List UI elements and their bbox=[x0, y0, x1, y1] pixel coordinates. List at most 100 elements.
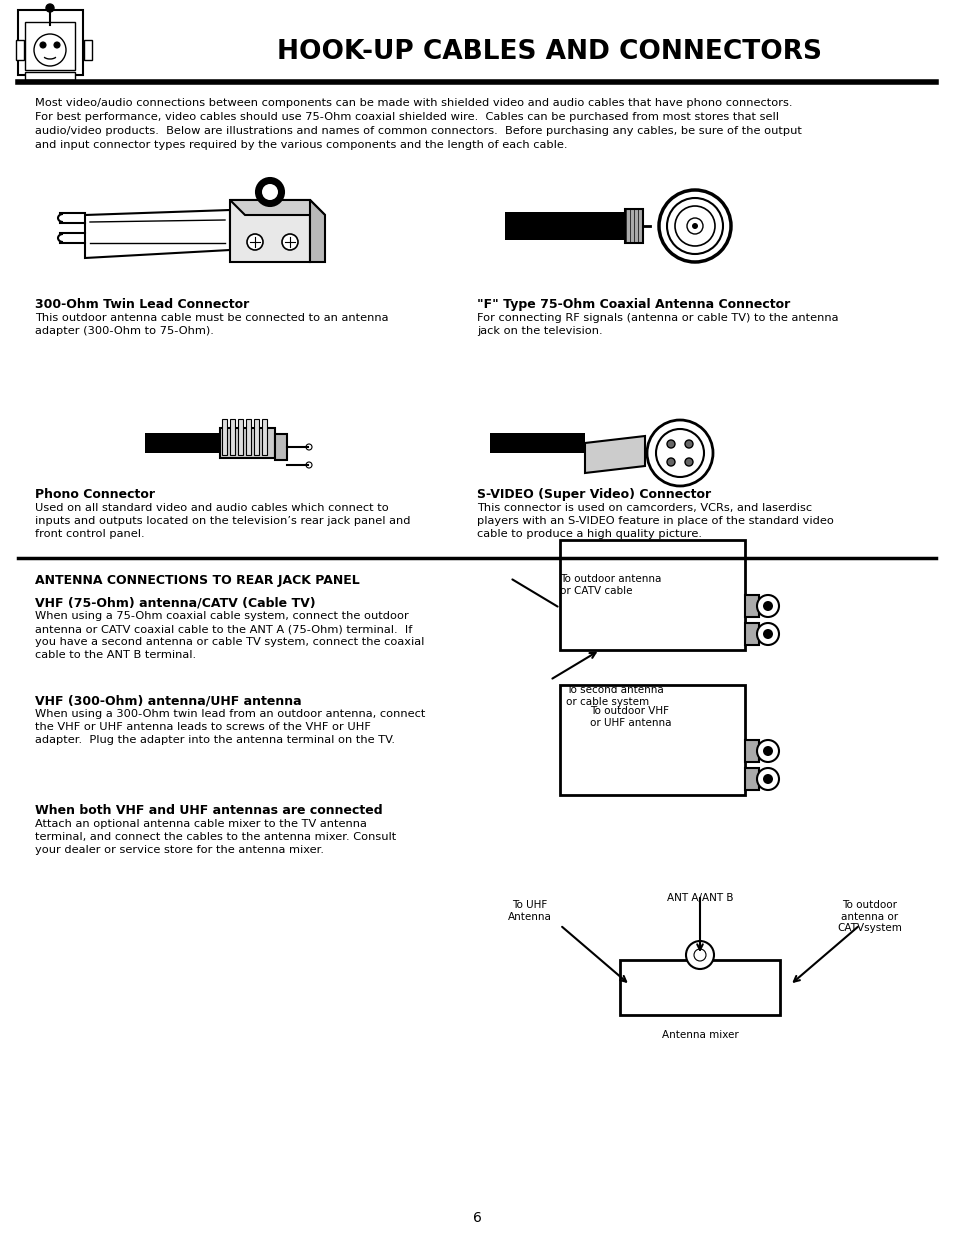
Bar bbox=[246, 419, 251, 454]
Text: When using a 75-Ohm coaxial cable system, connect the outdoor: When using a 75-Ohm coaxial cable system… bbox=[35, 611, 408, 621]
Bar bbox=[262, 419, 267, 454]
Circle shape bbox=[656, 429, 703, 477]
Circle shape bbox=[757, 622, 779, 645]
Text: front control panel.: front control panel. bbox=[35, 529, 145, 538]
Circle shape bbox=[54, 42, 60, 48]
Text: This outdoor antenna cable must be connected to an antenna: This outdoor antenna cable must be conne… bbox=[35, 312, 388, 324]
Text: To outdoor VHF
or UHF antenna: To outdoor VHF or UHF antenna bbox=[589, 706, 671, 727]
Text: For connecting RF signals (antenna or cable TV) to the antenna: For connecting RF signals (antenna or ca… bbox=[476, 312, 838, 324]
Text: players with an S-VIDEO feature in place of the standard video: players with an S-VIDEO feature in place… bbox=[476, 516, 833, 526]
Text: and input connector types required by the various components and the length of e: and input connector types required by th… bbox=[35, 140, 567, 149]
Circle shape bbox=[306, 462, 312, 468]
Bar bbox=[25, 22, 75, 70]
Circle shape bbox=[666, 440, 675, 448]
Text: HOOK-UP CABLES AND CONNECTORS: HOOK-UP CABLES AND CONNECTORS bbox=[277, 40, 821, 65]
Polygon shape bbox=[85, 210, 230, 258]
Circle shape bbox=[762, 601, 772, 611]
Text: ANT A/ANT B: ANT A/ANT B bbox=[666, 893, 733, 903]
Circle shape bbox=[306, 445, 312, 450]
Text: ANTENNA CONNECTIONS TO REAR JACK PANEL: ANTENNA CONNECTIONS TO REAR JACK PANEL bbox=[35, 574, 359, 587]
Circle shape bbox=[684, 440, 692, 448]
Circle shape bbox=[757, 595, 779, 618]
Circle shape bbox=[686, 219, 702, 233]
Bar bbox=[18, 10, 83, 75]
Text: VHF (75-Ohm) antenna/CATV (Cable TV): VHF (75-Ohm) antenna/CATV (Cable TV) bbox=[35, 597, 315, 609]
Bar bbox=[559, 540, 744, 650]
Circle shape bbox=[666, 198, 722, 254]
Bar bbox=[744, 740, 759, 762]
Bar bbox=[230, 419, 234, 454]
Bar bbox=[274, 433, 287, 459]
Bar bbox=[744, 768, 759, 790]
Bar bbox=[237, 419, 243, 454]
Text: Antenna mixer: Antenna mixer bbox=[661, 1030, 738, 1040]
Bar bbox=[230, 200, 310, 262]
Text: 300-Ohm Twin Lead Connector: 300-Ohm Twin Lead Connector bbox=[35, 298, 249, 311]
Text: inputs and outputs located on the television’s rear jack panel and: inputs and outputs located on the televi… bbox=[35, 516, 410, 526]
Text: "F" Type 75-Ohm Coaxial Antenna Connector: "F" Type 75-Ohm Coaxial Antenna Connecto… bbox=[476, 298, 789, 311]
Text: For best performance, video cables should use 75-Ohm coaxial shielded wire.  Cab: For best performance, video cables shoul… bbox=[35, 112, 779, 122]
Circle shape bbox=[691, 224, 698, 228]
Circle shape bbox=[757, 768, 779, 790]
Text: When using a 300-Ohm twin lead from an outdoor antenna, connect: When using a 300-Ohm twin lead from an o… bbox=[35, 709, 425, 719]
Circle shape bbox=[34, 35, 66, 65]
Text: adapter (300-Ohm to 75-Ohm).: adapter (300-Ohm to 75-Ohm). bbox=[35, 326, 213, 336]
Text: jack on the television.: jack on the television. bbox=[476, 326, 602, 336]
Polygon shape bbox=[310, 200, 325, 262]
Circle shape bbox=[255, 178, 284, 206]
Circle shape bbox=[757, 740, 779, 762]
Bar bbox=[504, 212, 624, 240]
Circle shape bbox=[666, 458, 675, 466]
Bar bbox=[619, 960, 780, 1015]
Bar bbox=[490, 433, 584, 453]
Bar bbox=[16, 40, 24, 61]
Bar bbox=[145, 433, 220, 453]
Bar bbox=[222, 419, 227, 454]
Text: When both VHF and UHF antennas are connected: When both VHF and UHF antennas are conne… bbox=[35, 804, 382, 818]
Text: Phono Connector: Phono Connector bbox=[35, 488, 154, 501]
Text: terminal, and connect the cables to the antenna mixer. Consult: terminal, and connect the cables to the … bbox=[35, 832, 395, 842]
Bar bbox=[559, 685, 744, 795]
Text: Used on all standard video and audio cables which connect to: Used on all standard video and audio cab… bbox=[35, 503, 388, 513]
Bar bbox=[744, 622, 759, 645]
Bar bbox=[220, 429, 274, 458]
Circle shape bbox=[247, 233, 263, 249]
Text: antenna or CATV coaxial cable to the ANT A (75-Ohm) terminal.  If: antenna or CATV coaxial cable to the ANT… bbox=[35, 624, 412, 634]
Text: adapter.  Plug the adapter into the antenna terminal on the TV.: adapter. Plug the adapter into the anten… bbox=[35, 735, 395, 745]
Circle shape bbox=[762, 629, 772, 638]
Circle shape bbox=[40, 42, 46, 48]
Circle shape bbox=[46, 4, 54, 12]
Text: To outdoor
antenna or
CATVsystem: To outdoor antenna or CATVsystem bbox=[837, 900, 902, 934]
Text: you have a second antenna or cable TV system, connect the coaxial: you have a second antenna or cable TV sy… bbox=[35, 637, 424, 647]
Text: Most video/audio connections between components can be made with shielded video : Most video/audio connections between com… bbox=[35, 98, 792, 107]
Bar bbox=[253, 419, 258, 454]
Text: cable to the ANT B terminal.: cable to the ANT B terminal. bbox=[35, 650, 196, 659]
Text: the VHF or UHF antenna leads to screws of the VHF or UHF: the VHF or UHF antenna leads to screws o… bbox=[35, 722, 371, 732]
Text: your dealer or service store for the antenna mixer.: your dealer or service store for the ant… bbox=[35, 845, 324, 855]
Circle shape bbox=[762, 774, 772, 784]
Text: Attach an optional antenna cable mixer to the TV antenna: Attach an optional antenna cable mixer t… bbox=[35, 819, 367, 829]
Circle shape bbox=[646, 420, 712, 487]
Circle shape bbox=[684, 458, 692, 466]
Text: 6: 6 bbox=[472, 1212, 481, 1225]
Circle shape bbox=[693, 948, 705, 961]
Text: To UHF
Antenna: To UHF Antenna bbox=[508, 900, 552, 921]
Circle shape bbox=[762, 746, 772, 756]
Circle shape bbox=[262, 184, 277, 200]
Circle shape bbox=[675, 206, 714, 246]
Bar bbox=[624, 209, 642, 243]
Bar bbox=[84, 40, 91, 61]
Polygon shape bbox=[230, 200, 325, 215]
Text: S-VIDEO (Super Video) Connector: S-VIDEO (Super Video) Connector bbox=[476, 488, 710, 501]
Text: To outdoor antenna
or CATV cable: To outdoor antenna or CATV cable bbox=[559, 574, 660, 595]
Circle shape bbox=[282, 233, 297, 249]
Text: This connector is used on camcorders, VCRs, and laserdisc: This connector is used on camcorders, VC… bbox=[476, 503, 811, 513]
Text: audio/video products.  Below are illustrations and names of common connectors.  : audio/video products. Below are illustra… bbox=[35, 126, 801, 136]
Bar bbox=[25, 72, 75, 80]
Circle shape bbox=[659, 190, 730, 262]
Bar bbox=[744, 595, 759, 618]
Polygon shape bbox=[584, 436, 644, 473]
Text: To second antenna
or cable system: To second antenna or cable system bbox=[565, 685, 663, 706]
Circle shape bbox=[685, 941, 713, 969]
Text: VHF (300-Ohm) antenna/UHF antenna: VHF (300-Ohm) antenna/UHF antenna bbox=[35, 694, 301, 706]
